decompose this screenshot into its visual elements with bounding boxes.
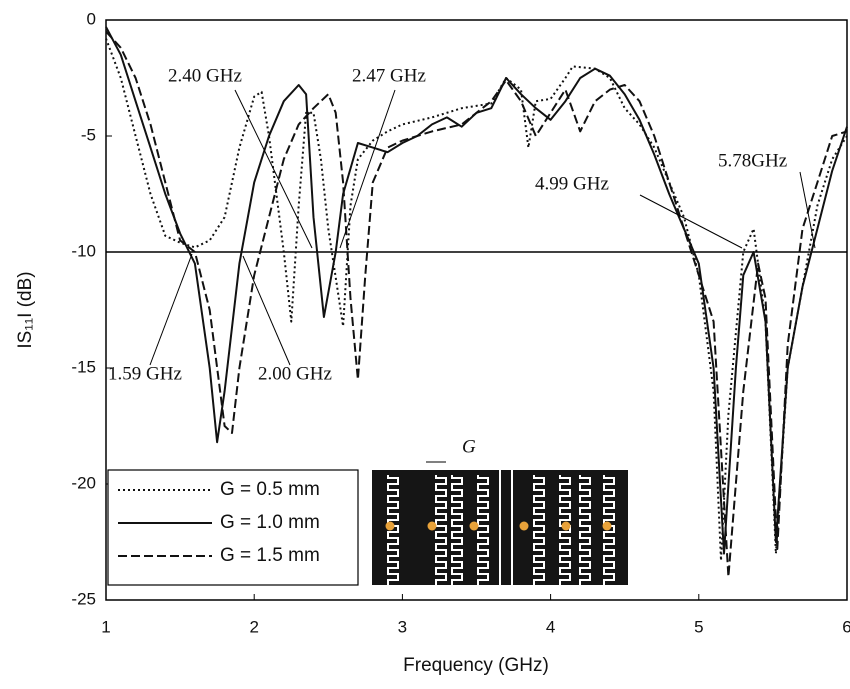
annotation: 1.59 GHz [108,363,182,384]
inset-label: G [462,436,476,457]
x-tick-label: 1 [101,617,110,636]
x-axis-label: Frequency (GHz) [403,655,549,676]
annotation: 5.78GHz [718,150,787,171]
annotation-arrow [799,171,816,249]
feed-dot [427,521,437,531]
annotation-arrow [149,253,193,366]
y-tick-label: 0 [87,9,96,28]
meander [579,475,591,585]
annotation-arrow [339,89,396,249]
annotation-arrow [242,255,291,366]
meander [533,475,545,585]
y-tick-label: -5 [81,125,96,144]
meander [477,475,489,585]
meander [559,475,571,585]
data-line [105,30,848,578]
y-axis-label: IS₁₁I (dB) [15,271,36,348]
annotation-arrow [234,89,313,249]
annotation: 2.47 GHz [352,65,426,86]
feed-dot [469,521,479,531]
meander [435,475,447,585]
feed-dot [385,521,395,531]
x-tick-label: 4 [546,617,555,636]
annotation: 2.40 GHz [168,65,242,86]
y-tick-label: -25 [71,589,96,608]
x-tick-label: 2 [249,617,258,636]
meander [387,475,399,585]
annotation: 2.00 GHz [258,363,332,384]
y-tick-label: -10 [71,241,96,260]
x-tick-label: 6 [842,617,850,636]
y-tick-label: -15 [71,357,96,376]
meander [603,475,615,585]
data-line [105,38,848,562]
meander [451,475,463,585]
feed-dot [602,521,612,531]
plot-frame [105,19,848,601]
feed-dot [561,521,571,531]
legend-label: G = 1.0 mm [220,512,320,533]
feed-dot [519,521,529,531]
x-tick-label: 5 [694,617,703,636]
legend-label: G = 1.5 mm [220,545,320,566]
annotation: 4.99 GHz [535,173,609,194]
antenna-inset: G [372,436,628,585]
x-tick-label: 3 [398,617,407,636]
annotation-arrow [639,194,743,249]
legend-label: G = 0.5 mm [220,479,320,500]
y-tick-label: -20 [71,473,96,492]
